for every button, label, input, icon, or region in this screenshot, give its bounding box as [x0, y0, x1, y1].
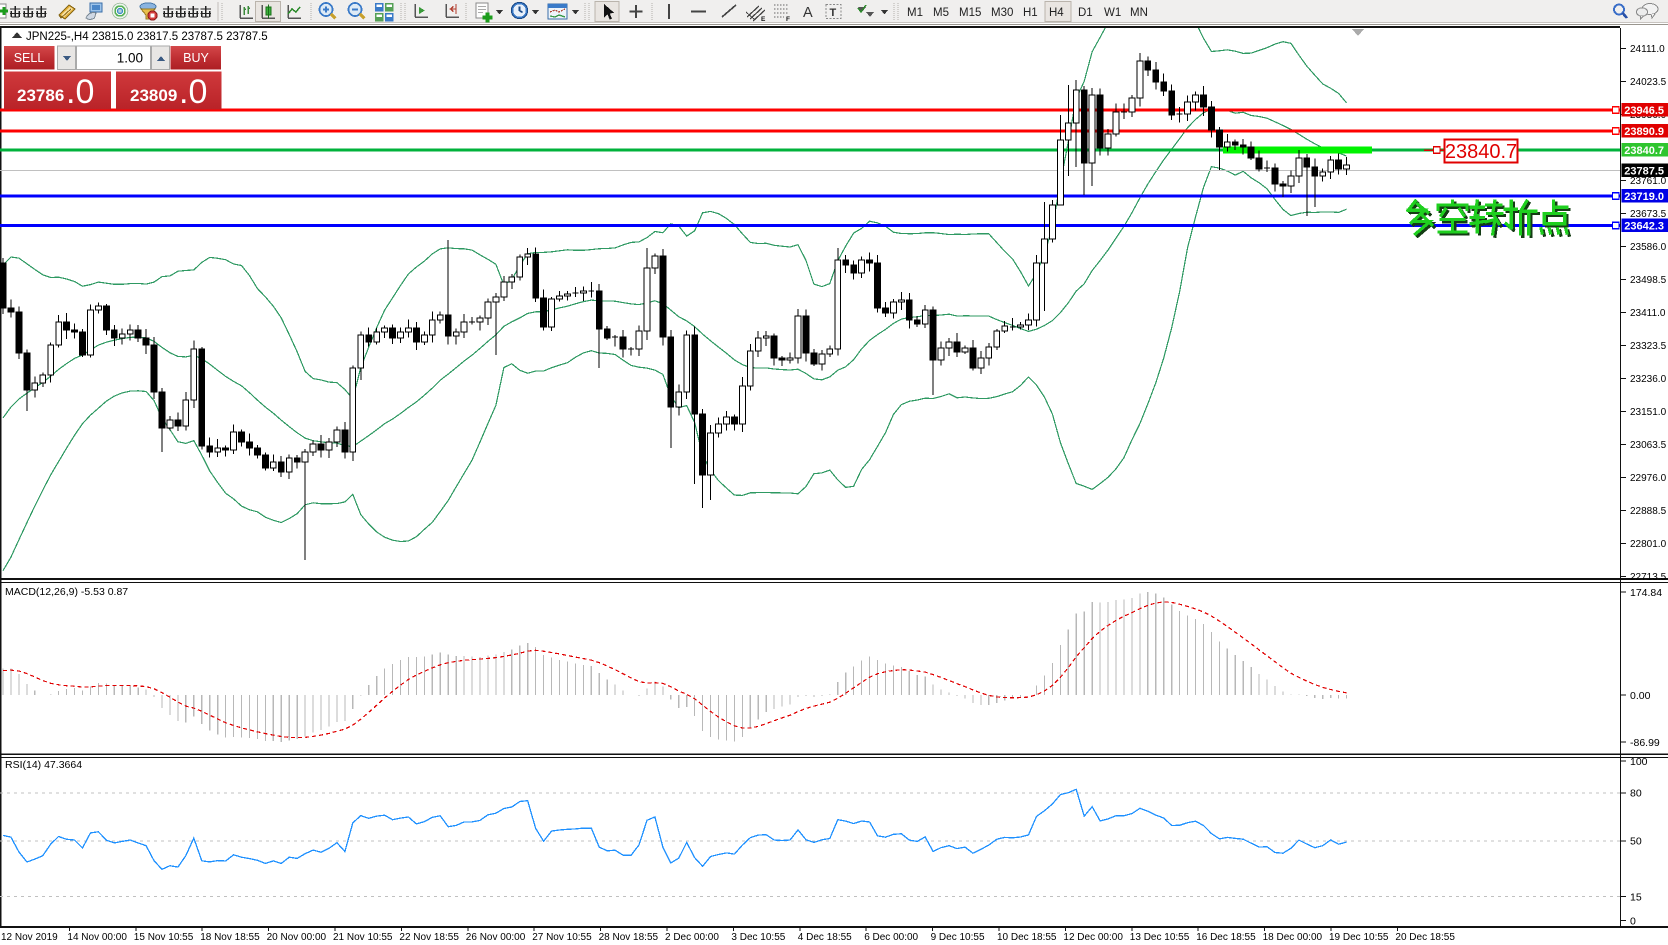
svg-text:0: 0 [1630, 915, 1636, 927]
svg-text:20 Nov 00:00: 20 Nov 00:00 [267, 932, 327, 943]
svg-text:22976.0: 22976.0 [1630, 473, 1667, 484]
svg-text:23761.0: 23761.0 [1630, 176, 1667, 187]
svg-text:22713.5: 22713.5 [1630, 572, 1667, 583]
svg-text:18 Dec 00:00: 18 Dec 00:00 [1263, 932, 1323, 943]
svg-text:D1: D1 [1078, 7, 1093, 19]
svg-text:80: 80 [1630, 788, 1642, 800]
svg-text:22888.5: 22888.5 [1630, 506, 1667, 517]
svg-text:23151.0: 23151.0 [1630, 407, 1667, 418]
svg-text:23809: 23809 [130, 86, 177, 105]
svg-text:0.00: 0.00 [1630, 690, 1651, 702]
svg-text:19 Dec 10:55: 19 Dec 10:55 [1329, 932, 1389, 943]
svg-text:T: T [830, 7, 837, 19]
svg-text:RSI(14) 47.3664: RSI(14) 47.3664 [5, 759, 82, 771]
svg-text:E: E [761, 16, 766, 23]
svg-text:MN: MN [1130, 7, 1148, 19]
svg-text:1.00: 1.00 [117, 51, 143, 66]
svg-text:M30: M30 [991, 7, 1013, 19]
svg-text:24111.0: 24111.0 [1630, 44, 1665, 55]
svg-text:23586.0: 23586.0 [1630, 242, 1667, 253]
svg-text:26 Nov 00:00: 26 Nov 00:00 [466, 932, 526, 943]
svg-text:22801.0: 22801.0 [1630, 539, 1667, 550]
svg-text:23411.0: 23411.0 [1630, 308, 1666, 319]
svg-text:23642.3: 23642.3 [1624, 221, 1664, 233]
svg-text:4 Dec 18:55: 4 Dec 18:55 [798, 932, 852, 943]
svg-text:10 Dec 18:55: 10 Dec 18:55 [997, 932, 1057, 943]
svg-text:15: 15 [1630, 892, 1642, 904]
svg-text:23236.0: 23236.0 [1630, 374, 1667, 385]
svg-text:23323.5: 23323.5 [1630, 341, 1667, 352]
svg-text:23498.5: 23498.5 [1630, 275, 1667, 286]
svg-text:F: F [786, 16, 790, 23]
svg-text:27 Nov 10:55: 27 Nov 10:55 [532, 932, 592, 943]
svg-text:16 Dec 18:55: 16 Dec 18:55 [1196, 932, 1256, 943]
svg-text:15 Nov 10:55: 15 Nov 10:55 [134, 932, 194, 943]
svg-text:174.84: 174.84 [1630, 587, 1662, 599]
svg-text:23787.5: 23787.5 [1624, 166, 1664, 178]
svg-text:22 Nov 18:55: 22 Nov 18:55 [399, 932, 459, 943]
svg-text:W1: W1 [1104, 7, 1121, 19]
svg-text:JPN225-,H4 23815.0 23817.5 23: JPN225-,H4 23815.0 23817.5 23787.5 23787… [26, 31, 268, 43]
svg-text:2 Dec 00:00: 2 Dec 00:00 [665, 932, 719, 943]
svg-text:28 Nov 18:55: 28 Nov 18:55 [599, 932, 659, 943]
svg-text:12 Dec 00:00: 12 Dec 00:00 [1063, 932, 1123, 943]
svg-text:6 Dec 00:00: 6 Dec 00:00 [864, 932, 918, 943]
svg-text:14 Nov 00:00: 14 Nov 00:00 [67, 932, 127, 943]
svg-text:18 Nov 18:55: 18 Nov 18:55 [200, 932, 260, 943]
svg-text:M15: M15 [959, 7, 981, 19]
svg-text:23840.7: 23840.7 [1624, 145, 1664, 157]
svg-text:SELL: SELL [14, 51, 45, 65]
svg-text:MACD(12,26,9) -5.53 0.87: MACD(12,26,9) -5.53 0.87 [5, 586, 128, 598]
svg-text:21 Nov 10:55: 21 Nov 10:55 [333, 932, 393, 943]
svg-text:9 Dec 10:55: 9 Dec 10:55 [931, 932, 985, 943]
svg-text:.0: .0 [66, 73, 94, 111]
svg-text:23719.0: 23719.0 [1624, 191, 1664, 203]
svg-text:23946.5: 23946.5 [1624, 105, 1664, 117]
svg-text:13 Dec 10:55: 13 Dec 10:55 [1130, 932, 1190, 943]
svg-text:BUY: BUY [183, 51, 209, 65]
svg-text:M1: M1 [907, 7, 923, 19]
svg-text:23786: 23786 [17, 86, 64, 105]
svg-text:23890.9: 23890.9 [1624, 126, 1664, 138]
svg-text:23673.5: 23673.5 [1630, 209, 1667, 220]
svg-text:3 Dec 10:55: 3 Dec 10:55 [731, 932, 785, 943]
svg-text:20 Dec 18:55: 20 Dec 18:55 [1395, 932, 1455, 943]
svg-text:100: 100 [1630, 756, 1648, 768]
svg-text:H4: H4 [1049, 7, 1064, 19]
svg-text:M5: M5 [933, 7, 949, 19]
svg-text:A: A [803, 5, 813, 21]
svg-text:24023.5: 24023.5 [1630, 77, 1667, 88]
svg-text:23840.7: 23840.7 [1445, 141, 1517, 163]
svg-text:-86.99: -86.99 [1630, 737, 1660, 749]
svg-text:23063.5: 23063.5 [1630, 440, 1667, 451]
svg-text:.0: .0 [179, 73, 207, 111]
svg-text:12 Nov 2019: 12 Nov 2019 [1, 932, 58, 943]
svg-text:H1: H1 [1023, 7, 1038, 19]
svg-text:50: 50 [1630, 836, 1642, 848]
